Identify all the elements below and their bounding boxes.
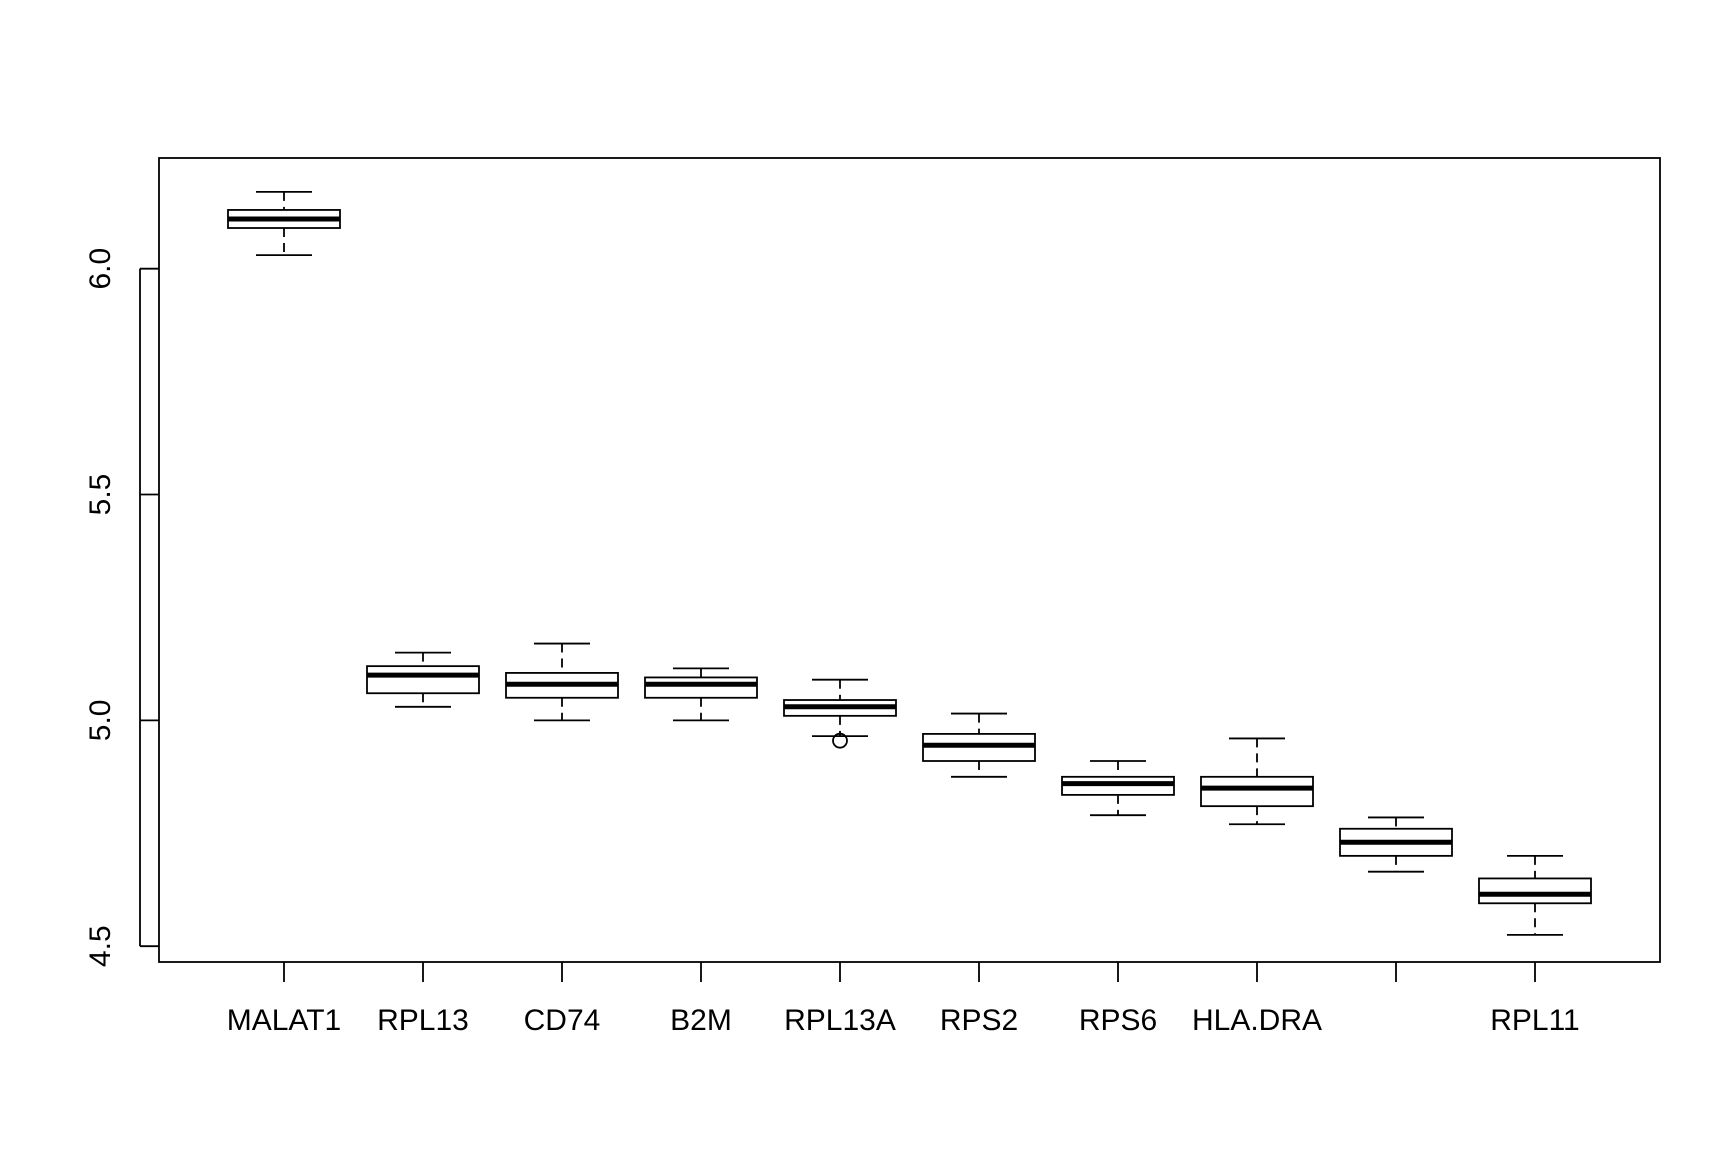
x-tick-label-2: CD74 xyxy=(524,1004,601,1037)
box-group-7 xyxy=(1200,737,1314,826)
x-tick-label-4: RPL13A xyxy=(784,1004,896,1037)
x-tick-label-3: B2M xyxy=(670,1004,732,1037)
plot-frame xyxy=(158,157,1661,963)
y-tick-label-2: 5.5 xyxy=(84,474,117,516)
x-tick-label-1: RPL13 xyxy=(377,1004,469,1037)
box-group-9 xyxy=(1478,854,1592,936)
box-3 xyxy=(644,676,758,699)
box-group-1 xyxy=(366,651,480,708)
x-tick-label-5: RPS2 xyxy=(940,1004,1018,1037)
y-axis: 4.5 5.0 5.5 6.0 xyxy=(84,248,159,967)
y-tick-label-3: 6.0 xyxy=(84,248,117,290)
box-group-3 xyxy=(644,667,758,722)
box-group-8 xyxy=(1339,816,1453,873)
box-group-6 xyxy=(1061,760,1175,817)
y-tick-label-0: 4.5 xyxy=(84,925,117,967)
box-7 xyxy=(1200,775,1314,808)
outlier-4-0 xyxy=(832,732,848,749)
box-group-5 xyxy=(922,712,1036,778)
x-tick-label-7: HLA.DRA xyxy=(1192,1004,1322,1037)
x-axis: MALAT1 RPL13 CD74 B2M RPL13A RPS2 RPS6 HLA.DRA R… xyxy=(227,962,1580,1037)
y-tick-label-1: 5.0 xyxy=(84,699,117,741)
x-tick-label-6: RPS6 xyxy=(1079,1004,1157,1037)
x-tick-label-0: MALAT1 xyxy=(227,1004,341,1037)
boxes xyxy=(227,190,1592,936)
x-tick-label-9: RPL11 xyxy=(1490,1004,1580,1037)
box-9 xyxy=(1478,877,1592,905)
box-group-2 xyxy=(505,642,619,722)
box-group-4 xyxy=(783,678,897,749)
box-group-0 xyxy=(227,190,341,257)
box-1 xyxy=(366,665,480,695)
